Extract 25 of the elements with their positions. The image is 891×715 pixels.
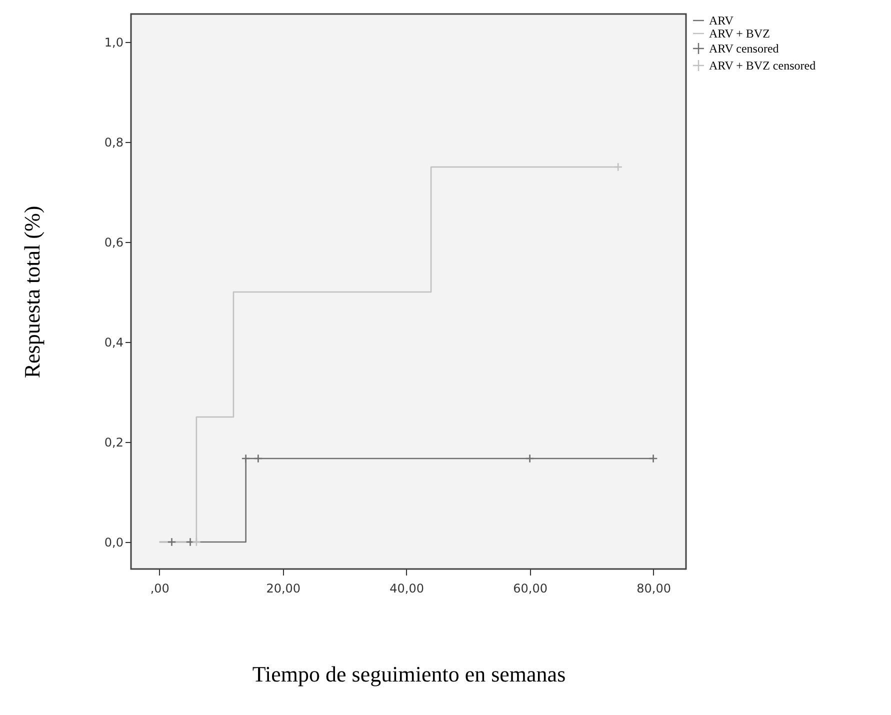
y-tick-label: 0,4 [104,336,124,350]
point [241,454,250,464]
point [186,537,195,547]
legend-label: ARV + BVZ censored [709,58,816,72]
point [648,454,658,464]
point [192,537,201,547]
y-axis-title: Respuesta total (%) [19,206,44,378]
x-tick-label: 40,00 [390,582,424,596]
y-tick-label: 0,0 [104,536,124,550]
legend-label: ARV censored [709,42,779,56]
y-tick-label: 1,0 [104,36,124,50]
x-tick-label: ,00 [150,582,170,596]
point [614,162,623,172]
legend-label: ARV + BVZ [709,26,770,40]
y-tick-label: 0,8 [104,136,124,150]
x-axis-title: Tiempo de seguimiento en semanas [252,662,566,686]
point [254,454,263,464]
point [167,537,176,547]
point [525,454,534,464]
legend-label: ARV [709,14,734,28]
y-tick-label: 0,2 [104,436,124,450]
x-tick-label: 80,00 [636,582,671,596]
y-tick-label: 0,6 [104,236,124,250]
x-tick-label: 20,00 [266,582,301,596]
x-tick-label: 60,00 [513,582,548,596]
